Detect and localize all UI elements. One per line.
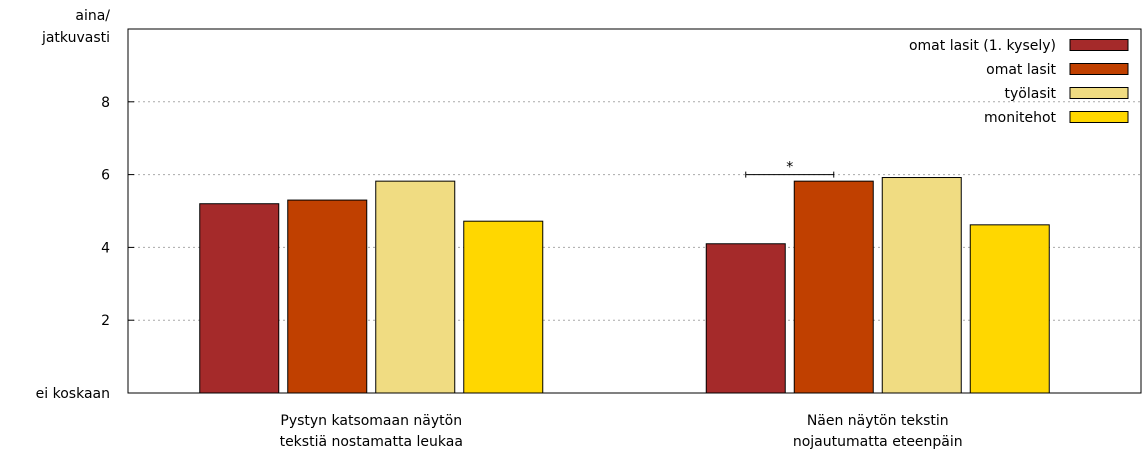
legend-swatch xyxy=(1069,111,1129,123)
legend-label: omat lasit (1. kysely) xyxy=(909,38,1056,54)
bar xyxy=(287,199,368,394)
bar xyxy=(969,224,1050,394)
x-category-label: tekstiä nostamatta leukaa xyxy=(280,434,463,450)
bar xyxy=(463,220,544,394)
legend-swatch xyxy=(1069,63,1129,75)
significance-marker: * xyxy=(786,160,793,176)
grid-lines xyxy=(128,101,1141,321)
legend-label: omat lasit xyxy=(986,62,1056,78)
legend-swatch xyxy=(1069,39,1129,51)
y-tick-label: 4 xyxy=(101,240,110,256)
y-axis: 2 4 6 8 ei koskaan aina/jatkuvasti xyxy=(36,8,134,402)
x-category-label: Pystyn katsomaan näytön xyxy=(280,413,462,429)
x-axis: Pystyn katsomaan näytön tekstiä nostamatt… xyxy=(280,413,963,450)
legend: omat lasit (1. kysely) omat lasit työlasit… xyxy=(909,38,1129,126)
legend-label: työlasit xyxy=(1005,86,1057,102)
bar xyxy=(881,177,962,394)
y-tick-label: 6 xyxy=(101,168,110,184)
y-tick-label: 2 xyxy=(101,313,110,329)
annotations: * xyxy=(745,160,835,178)
legend-swatch xyxy=(1069,87,1129,99)
y-max-label: aina/ xyxy=(75,8,110,24)
bar xyxy=(375,180,456,394)
bar xyxy=(199,203,280,394)
x-category-label: nojautumatta eteenpäin xyxy=(793,434,963,450)
bar xyxy=(793,180,874,394)
x-category-label: Näen näytön tekstin xyxy=(807,413,949,429)
bar xyxy=(705,243,786,394)
plot-frame xyxy=(127,28,1142,394)
y-tick-label: 8 xyxy=(101,95,110,111)
y-min-label: ei koskaan xyxy=(36,386,110,402)
y-max-label: jatkuvasti xyxy=(41,30,110,46)
legend-label: monitehot xyxy=(984,110,1057,126)
bars xyxy=(199,177,1050,394)
